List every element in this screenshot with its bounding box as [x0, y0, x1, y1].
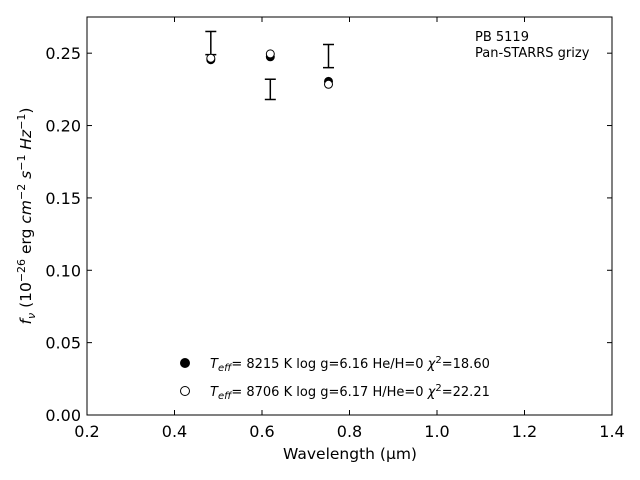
legend-entry-2: Teff= 8706 K log g=6.17 H/He=0 χ2=22.21 [210, 383, 490, 402]
x-tick-label-4: 1.0 [424, 422, 449, 441]
annotation-object: PB 5119 [475, 30, 529, 45]
plot-frame [86, 16, 613, 416]
legend: Teff= 8215 K log g=6.16 He/H=0 χ2=18.60 … [180, 355, 490, 402]
legend-entry-1: Teff= 8215 K log g=6.16 He/H=0 χ2=18.60 [210, 355, 490, 374]
legend-marker-open [180, 386, 190, 396]
y-tick-label-1: 0.05 [45, 334, 81, 353]
data-points [206, 49, 333, 89]
x-tick-label-5: 1.2 [512, 422, 537, 441]
series-1-point-0 [206, 53, 216, 63]
error-bars [205, 30, 334, 101]
x-tick-label-6: 1.4 [599, 422, 624, 441]
y-tick-label-4: 0.20 [45, 117, 81, 136]
ticks: 0.2 0.4 0.6 0.8 1.0 1.2 1.4 0.00 0.05 0.10 0.15 0.2… [45, 17, 625, 441]
series-1-point-2 [324, 79, 333, 89]
legend-marker-filled [180, 358, 190, 368]
series-1-point-1 [265, 49, 275, 59]
error-bar-2 [323, 43, 334, 69]
error-bar-1 [264, 78, 276, 101]
x-tick-label-0: 0.2 [74, 422, 99, 441]
annotation-survey: Pan-STARRS grizy [475, 46, 590, 61]
y-tick-label-3: 0.15 [45, 189, 81, 208]
x-tick-label-2: 0.6 [249, 422, 274, 441]
y-tick-label-0: 0.00 [45, 406, 81, 425]
y-axis-label: fν (10−26 erg cm−2 s−1 Hz−1) [15, 108, 38, 325]
x-tick-label-1: 0.4 [162, 422, 187, 441]
y-tick-label-2: 0.10 [45, 261, 81, 280]
x-tick-label-3: 0.8 [337, 422, 362, 441]
x-axis-label: Wavelength (μm) [283, 445, 417, 463]
y-tick-label-5: 0.25 [45, 44, 81, 63]
error-bar-0 [205, 30, 217, 56]
